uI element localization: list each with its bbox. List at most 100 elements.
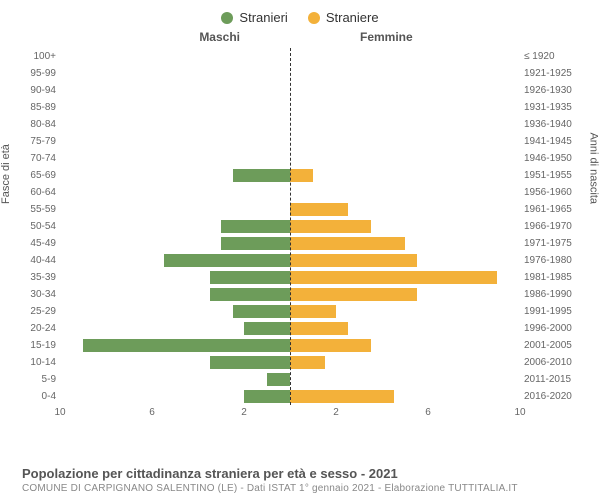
- bar-left-container: [60, 167, 290, 184]
- bar-male: [244, 390, 290, 403]
- bar-left-container: [60, 201, 290, 218]
- bar-right-container: [290, 150, 520, 167]
- bar-left-container: [60, 252, 290, 269]
- bar-female: [290, 356, 325, 369]
- bar-right-container: [290, 320, 520, 337]
- bar-female: [290, 390, 394, 403]
- bar-right-container: [290, 354, 520, 371]
- age-tick: 50-54: [18, 221, 56, 232]
- birth-tick: 2001-2005: [524, 340, 582, 351]
- age-tick: 45-49: [18, 238, 56, 249]
- birth-tick: 1981-1985: [524, 272, 582, 283]
- bar-female: [290, 254, 417, 267]
- bar-right-container: [290, 303, 520, 320]
- birth-tick: 1956-1960: [524, 187, 582, 198]
- bar-left-container: [60, 337, 290, 354]
- bar-right-container: [290, 286, 520, 303]
- bar-left-container: [60, 133, 290, 150]
- legend-swatch-female: [308, 12, 320, 24]
- bar-male: [83, 339, 290, 352]
- bar-left-container: [60, 235, 290, 252]
- age-tick: 90-94: [18, 85, 56, 96]
- age-tick: 15-19: [18, 340, 56, 351]
- bar-male: [164, 254, 291, 267]
- bar-female: [290, 220, 371, 233]
- bar-right-container: [290, 184, 520, 201]
- birth-tick: 2006-2010: [524, 357, 582, 368]
- birth-tick: 1976-1980: [524, 255, 582, 266]
- birth-tick: 2016-2020: [524, 391, 582, 402]
- birth-tick: 1926-1930: [524, 85, 582, 96]
- x-tick: 10: [514, 407, 525, 418]
- bar-right-container: [290, 388, 520, 405]
- bar-left-container: [60, 48, 290, 65]
- legend-label-female: Straniere: [326, 10, 379, 25]
- bar-right-container: [290, 48, 520, 65]
- bar-female: [290, 322, 348, 335]
- bar-left-container: [60, 303, 290, 320]
- age-tick: 20-24: [18, 323, 56, 334]
- birth-tick: 1996-2000: [524, 323, 582, 334]
- bar-left-container: [60, 388, 290, 405]
- birth-tick: 1941-1945: [524, 136, 582, 147]
- bar-left-container: [60, 354, 290, 371]
- column-label-females: Femmine: [360, 30, 413, 44]
- birth-tick: 1971-1975: [524, 238, 582, 249]
- bar-male: [233, 169, 291, 182]
- age-tick: 40-44: [18, 255, 56, 266]
- bar-left-container: [60, 371, 290, 388]
- chart-title: Popolazione per cittadinanza straniera p…: [22, 466, 590, 481]
- bar-right-container: [290, 337, 520, 354]
- age-tick: 95-99: [18, 68, 56, 79]
- birth-tick: 2011-2015: [524, 374, 582, 385]
- column-label-males: Maschi: [199, 30, 240, 44]
- bar-left-container: [60, 269, 290, 286]
- bar-female: [290, 339, 371, 352]
- bar-male: [221, 220, 290, 233]
- age-tick: 75-79: [18, 136, 56, 147]
- bar-left-container: [60, 65, 290, 82]
- age-tick: 10-14: [18, 357, 56, 368]
- birth-tick: 1931-1935: [524, 102, 582, 113]
- bar-right-container: [290, 235, 520, 252]
- bar-right-container: [290, 269, 520, 286]
- bar-right-container: [290, 116, 520, 133]
- age-tick: 55-59: [18, 204, 56, 215]
- birth-tick: 1951-1955: [524, 170, 582, 181]
- bar-right-container: [290, 252, 520, 269]
- caption: Popolazione per cittadinanza straniera p…: [22, 466, 590, 494]
- bar-right-container: [290, 167, 520, 184]
- bar-female: [290, 271, 497, 284]
- bar-right-container: [290, 99, 520, 116]
- age-tick: 25-29: [18, 306, 56, 317]
- bar-right-container: [290, 133, 520, 150]
- x-tick: 2: [241, 407, 247, 418]
- x-axis-left: 1062: [60, 407, 290, 425]
- chart-subtitle: COMUNE DI CARPIGNANO SALENTINO (LE) - Da…: [22, 483, 590, 494]
- age-tick: 35-39: [18, 272, 56, 283]
- bar-female: [290, 305, 336, 318]
- age-tick: 65-69: [18, 170, 56, 181]
- legend-item-female: Straniere: [308, 10, 379, 25]
- age-tick: 5-9: [18, 374, 56, 385]
- legend-item-male: Stranieri: [221, 10, 287, 25]
- bar-left-container: [60, 286, 290, 303]
- birth-tick: 1921-1925: [524, 68, 582, 79]
- center-divider: [290, 48, 291, 405]
- bar-left-container: [60, 320, 290, 337]
- bar-left-container: [60, 116, 290, 133]
- bar-female: [290, 203, 348, 216]
- bar-left-container: [60, 150, 290, 167]
- x-axis: 1062 2610: [60, 407, 520, 425]
- y-axis-title-left: Fasce di età: [0, 144, 12, 204]
- bar-right-container: [290, 65, 520, 82]
- bar-male: [233, 305, 291, 318]
- legend: Stranieri Straniere: [0, 0, 600, 30]
- bar-left-container: [60, 82, 290, 99]
- bar-male: [267, 373, 290, 386]
- y-axis-title-right: Anni di nascita: [588, 132, 600, 204]
- age-tick: 70-74: [18, 153, 56, 164]
- bar-male: [210, 356, 291, 369]
- age-tick: 100+: [18, 51, 56, 62]
- pyramid-chart: Maschi Femmine Fasce di età Anni di nasc…: [20, 30, 580, 425]
